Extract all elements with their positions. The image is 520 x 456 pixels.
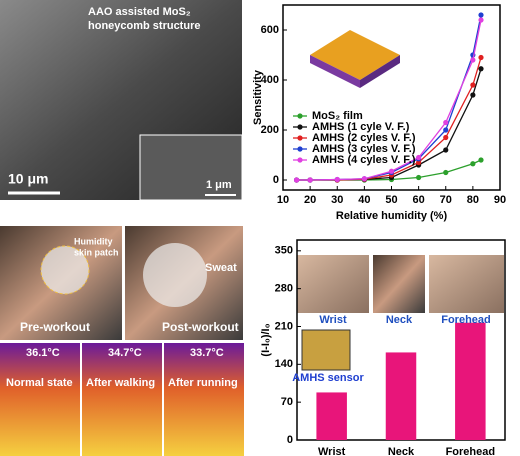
inset-callout: AMHS sensor bbox=[292, 372, 364, 384]
x-tick-label: 20 bbox=[304, 194, 316, 206]
sem-caption: honeycomb structure bbox=[88, 20, 200, 32]
y-tick-label: 200 bbox=[261, 124, 279, 136]
y-tick-label: 0 bbox=[287, 434, 293, 446]
thermal-image bbox=[0, 343, 80, 456]
x-tick-label: 50 bbox=[385, 194, 397, 206]
state: Normal state bbox=[6, 377, 73, 389]
data-point bbox=[478, 17, 484, 23]
x-tick-label: 90 bbox=[494, 194, 506, 206]
y-tick-label: 600 bbox=[261, 24, 279, 36]
inset-label: Forehead bbox=[441, 314, 491, 326]
y-axis-label: Sensitivity bbox=[252, 69, 264, 125]
patch bbox=[40, 245, 90, 295]
data-point bbox=[388, 168, 395, 174]
bar bbox=[316, 392, 347, 440]
bar bbox=[385, 352, 417, 440]
y-tick-label: 210 bbox=[275, 320, 293, 332]
data-point bbox=[361, 176, 367, 182]
sem-caption: AAO assisted MoS₂ bbox=[88, 6, 191, 18]
y-tick-label: 70 bbox=[281, 396, 293, 408]
x-tick-label: 60 bbox=[413, 194, 425, 206]
legend-marker bbox=[297, 146, 303, 152]
data-point bbox=[478, 12, 484, 18]
inset-label: Wrist bbox=[319, 314, 347, 326]
structure-illustration bbox=[310, 55, 360, 88]
scale-label: 10 μm bbox=[8, 171, 48, 187]
x-tick-label: 40 bbox=[358, 194, 370, 206]
photo bbox=[297, 255, 369, 313]
plots: 0 200 400 600 10 20 30 40 50 60 70 80 90 Relative hum… bbox=[252, 4, 506, 456]
y-axis-label: (I-I₀)/I₀ bbox=[260, 323, 272, 356]
data-point bbox=[470, 161, 476, 167]
data-point bbox=[470, 82, 476, 88]
data-point bbox=[443, 147, 449, 153]
data-point bbox=[443, 169, 449, 176]
y-tick-label: 400 bbox=[261, 74, 279, 86]
y-tick-label: 0 bbox=[273, 174, 279, 186]
inset-label: Neck bbox=[386, 314, 413, 326]
legend-label: AMHS (1 cyle V. F.) bbox=[312, 121, 410, 133]
legend-label: AMHS (2 cyles V. F.) bbox=[312, 132, 416, 144]
bar bbox=[455, 322, 486, 440]
x-tick-label: 30 bbox=[331, 194, 343, 206]
y-tick-label: 350 bbox=[275, 245, 293, 257]
legend-label: AMHS (4 cyles V. F.) bbox=[312, 154, 416, 166]
temperature: 36.1°C bbox=[26, 347, 60, 359]
data-point bbox=[443, 127, 449, 133]
data-point bbox=[416, 154, 422, 161]
thermal-image bbox=[82, 343, 162, 456]
photo-caption: Post-workout bbox=[162, 320, 239, 334]
sweat-label: Sweat bbox=[205, 262, 237, 274]
patch-label: Humidity bbox=[74, 236, 113, 246]
x-tick-label: 80 bbox=[467, 194, 479, 206]
sem-inset bbox=[139, 134, 243, 201]
data-point bbox=[470, 57, 476, 63]
legend-label: AMHS (3 cyles V. F.) bbox=[312, 143, 416, 155]
data-point bbox=[443, 119, 449, 126]
data-point bbox=[470, 92, 476, 98]
x-axis-label: Relative humidity (%) bbox=[336, 210, 448, 222]
data-point bbox=[478, 157, 484, 163]
photo bbox=[373, 255, 425, 313]
photo bbox=[429, 255, 504, 313]
data-point bbox=[416, 159, 422, 166]
y-tick-label: 280 bbox=[275, 283, 293, 295]
legend-marker bbox=[297, 135, 303, 141]
sensor-photo bbox=[301, 329, 351, 371]
y-tick-label: 140 bbox=[275, 358, 293, 370]
x-tick-label: Forehead bbox=[446, 446, 496, 456]
temperature: 34.7°C bbox=[108, 347, 142, 359]
data-point bbox=[478, 66, 484, 72]
thermal-image bbox=[164, 343, 244, 456]
legend-label: MoS₂ film bbox=[312, 110, 363, 122]
patch-label: skin patch bbox=[74, 247, 119, 257]
data-point bbox=[416, 174, 422, 181]
state: After walking bbox=[86, 377, 155, 389]
patch bbox=[143, 243, 207, 307]
data-point bbox=[293, 177, 300, 183]
structure-illustration bbox=[310, 30, 400, 80]
x-tick-label: Wrist bbox=[318, 446, 346, 456]
structure-illustration bbox=[360, 55, 400, 88]
data-point bbox=[443, 134, 449, 141]
x-tick-label: 10 bbox=[277, 194, 289, 206]
legend-marker bbox=[297, 124, 303, 130]
legend-marker bbox=[297, 157, 303, 163]
x-tick-label: Neck bbox=[388, 446, 415, 456]
photo-caption: Pre-workout bbox=[20, 320, 90, 334]
data-point bbox=[334, 176, 340, 183]
data-point bbox=[307, 177, 313, 183]
legend-marker bbox=[297, 113, 303, 119]
x-tick-label: 70 bbox=[440, 194, 452, 206]
temperature: 33.7°C bbox=[190, 347, 224, 359]
data-point bbox=[478, 54, 484, 61]
state: After running bbox=[168, 377, 238, 389]
scale-label: 1 μm bbox=[206, 179, 232, 191]
